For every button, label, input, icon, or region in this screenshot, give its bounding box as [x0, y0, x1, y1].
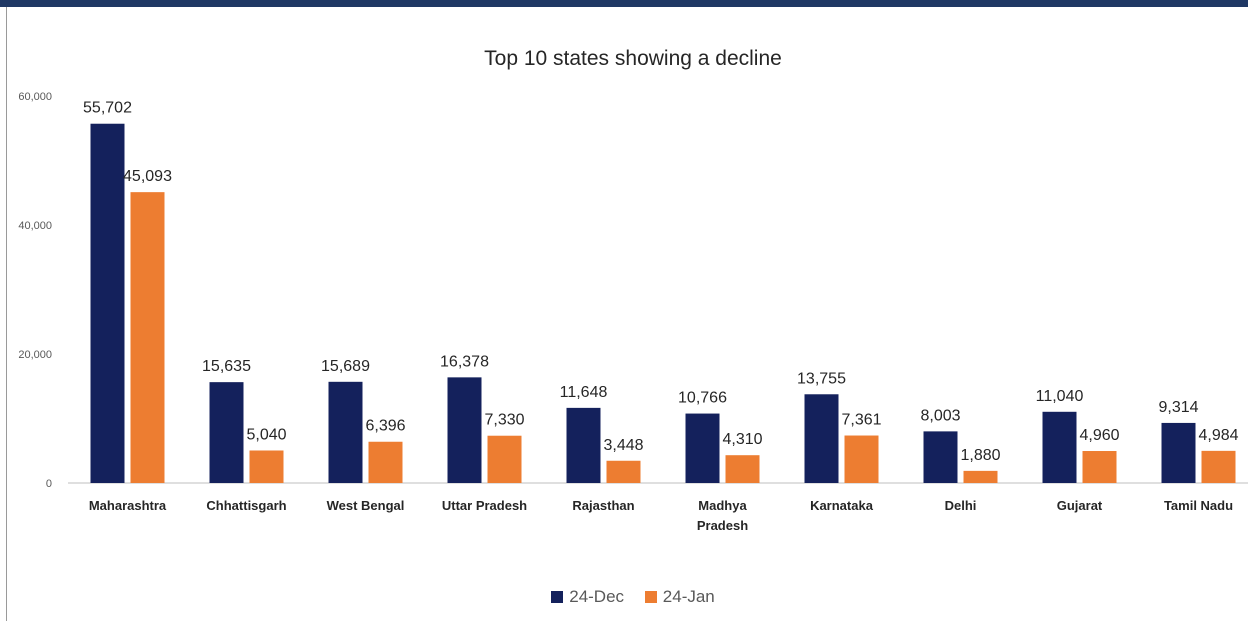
data-label: 11,648 [560, 384, 608, 401]
data-label: 11,040 [1036, 388, 1084, 405]
bar-dec [923, 431, 958, 483]
bar-jan [487, 435, 522, 483]
y-tick-label: 20,000 [18, 349, 52, 361]
category-label: Gujarat [1057, 498, 1103, 513]
bar-jan [606, 460, 641, 483]
legend-item-0: 24-Dec [551, 587, 624, 607]
top-bar [0, 0, 1248, 7]
data-label: 4,310 [722, 431, 762, 448]
bars [90, 123, 1236, 483]
bar-jan [1082, 451, 1117, 483]
data-label: 5,040 [246, 426, 286, 443]
bar-dec [1042, 411, 1077, 483]
bar-jan [130, 192, 165, 483]
legend: 24-Dec 24-Jan [0, 587, 1248, 607]
left-border [6, 7, 7, 621]
category-labels: Maharashtra Chhattisgarh West Bengal Uttar … [89, 498, 1233, 533]
bar-chart: 0 20,000 40,000 60,000 55,702 45,093 15,635 5,… [18, 91, 1248, 533]
data-label: 45,093 [123, 168, 172, 185]
data-label: 1,880 [960, 447, 1000, 464]
chart-title: Top 10 states showing a decline [484, 47, 782, 70]
y-tick-label: 0 [46, 478, 52, 490]
bar-jan [1201, 450, 1236, 483]
bar-dec [328, 381, 363, 483]
data-label: 10,766 [678, 390, 727, 407]
category-label: Uttar Pradesh [442, 498, 527, 513]
data-label: 15,689 [321, 358, 370, 375]
data-label: 13,755 [797, 370, 846, 387]
bar-jan [249, 450, 284, 483]
category-label: Maharashtra [89, 498, 167, 513]
category-label: Delhi [945, 498, 977, 513]
category-label: West Bengal [327, 498, 405, 513]
data-label: 55,702 [83, 100, 132, 117]
data-label: 7,330 [484, 412, 524, 429]
bar-dec [447, 377, 482, 483]
bar-dec [90, 123, 125, 483]
data-label: 4,960 [1079, 427, 1119, 444]
legend-item-1: 24-Jan [644, 587, 715, 607]
legend-label: 24-Dec [569, 587, 625, 606]
category-label: Chhattisgarh [206, 498, 286, 513]
category-label: Madhya [698, 498, 747, 513]
data-label: 7,361 [841, 412, 881, 429]
data-label: 16,378 [440, 353, 489, 370]
legend-swatch [551, 591, 564, 603]
data-label: 8,003 [920, 407, 960, 424]
y-tick-label: 60,000 [18, 91, 52, 103]
bar-jan [725, 455, 760, 483]
category-label: Tamil Nadu [1164, 498, 1233, 513]
bar-dec [685, 413, 720, 483]
data-labels: 55,702 45,093 15,635 5,040 15,689 6,396 16,378… [83, 100, 1239, 464]
bar-jan [368, 441, 403, 483]
data-label: 4,984 [1198, 427, 1238, 444]
bar-dec [804, 394, 839, 483]
category-label: Pradesh [697, 518, 748, 533]
data-label: 15,635 [202, 358, 251, 375]
bar-dec [1161, 422, 1196, 483]
category-label: Karnataka [810, 498, 874, 513]
data-label: 6,396 [365, 418, 405, 435]
category-label: Rajasthan [572, 498, 634, 513]
legend-swatch [644, 591, 657, 603]
bar-dec [566, 407, 601, 483]
data-label: 9,314 [1158, 399, 1198, 416]
y-axis-ticks: 0 20,000 40,000 60,000 [18, 91, 52, 490]
legend-label: 24-Jan [662, 587, 715, 606]
bar-dec [209, 382, 244, 483]
bar-jan [844, 435, 879, 483]
bar-jan [963, 470, 998, 483]
y-tick-label: 40,000 [18, 220, 52, 232]
data-label: 3,448 [603, 437, 643, 454]
